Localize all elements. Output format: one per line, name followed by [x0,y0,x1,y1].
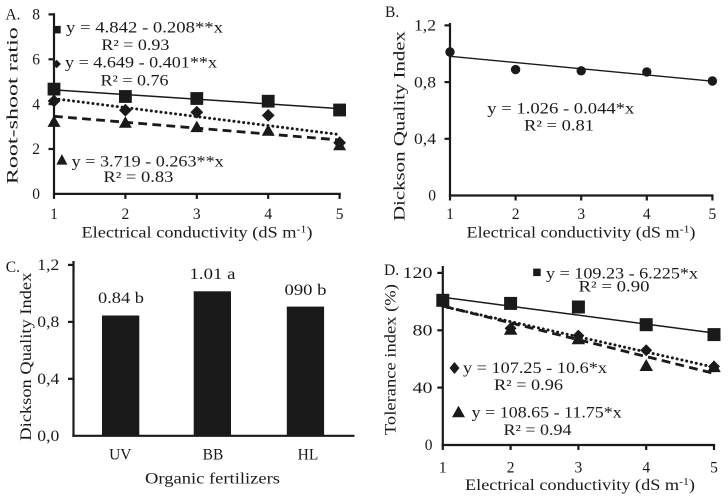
svg-text:1,2: 1,2 [414,18,436,35]
svg-text:5: 5 [710,460,718,477]
svg-text:1: 1 [439,460,447,477]
svg-text:R² = 0.93: R² = 0.93 [101,37,169,54]
svg-text:2: 2 [32,141,40,158]
svg-text:090 b: 090 b [285,282,327,299]
svg-text:4: 4 [643,206,651,223]
svg-text:Electrical conductivity (dS m-: Electrical conductivity (dS m -1) [82,224,313,241]
svg-text:y = 4.842 - 0.208**x: y = 4.842 - 0.208**x [66,20,223,37]
svg-text:y = 1.026 - 0.044*x: y = 1.026 - 0.044*x [487,101,634,118]
svg-text:1: 1 [446,206,454,223]
svg-text:y = 107.25 - 10.6*x: y = 107.25 - 10.6*x [463,360,607,377]
svg-text:Electrical conductivity (dS m-: Electrical conductivity (dS m -1) [467,225,696,242]
svg-text:120: 120 [403,265,433,282]
svg-text:6: 6 [32,52,40,69]
svg-text:80: 80 [413,323,433,340]
svg-text:0: 0 [32,186,40,203]
svg-text:3: 3 [575,460,583,477]
svg-text:Dickson Quality Index: Dickson Quality Index [392,31,409,221]
svg-text:y = 3.719 - 0.263**x: y = 3.719 - 0.263**x [72,154,224,171]
svg-text:0.84 b: 0.84 b [98,290,144,307]
svg-text:3: 3 [577,206,585,223]
svg-text:0,4: 0,4 [37,371,59,388]
svg-text:4: 4 [642,460,650,477]
svg-text:R² = 0.94: R² = 0.94 [504,422,572,439]
svg-text:D.: D. [384,262,399,279]
svg-text:R² = 0.96: R² = 0.96 [494,377,563,394]
svg-text:5: 5 [709,206,717,223]
svg-text:Electrical conductivity (dS m-: Electrical conductivity (dS m -1) [465,477,695,494]
svg-text:3: 3 [193,206,201,223]
svg-text:2: 2 [507,460,515,477]
svg-text:0,8: 0,8 [37,314,59,331]
svg-text:R² = 0.83: R² = 0.83 [103,169,173,186]
svg-text:B.: B. [385,4,399,21]
svg-text:1,2: 1,2 [37,257,59,274]
svg-text:BB: BB [203,447,224,464]
svg-text:1.01 a: 1.01 a [190,266,236,283]
svg-text:2: 2 [122,206,130,223]
svg-text:0,0: 0,0 [37,428,59,445]
svg-text:Root-shoot ratio: Root-shoot ratio [5,27,22,184]
svg-text:y = 109.23 - 6.225*x: y = 109.23 - 6.225*x [546,266,698,283]
svg-text:4: 4 [264,206,272,223]
svg-text:A.: A. [5,6,20,23]
svg-text:y = 108.65 - 11.75*x: y = 108.65 - 11.75*x [472,405,622,422]
svg-text:UV: UV [109,447,132,464]
svg-text:0: 0 [428,188,436,205]
svg-text:C.: C. [6,259,20,276]
svg-text:8: 8 [32,7,40,24]
svg-text:40: 40 [413,380,433,397]
svg-text:R² = 0.81: R² = 0.81 [524,117,594,134]
svg-text:Dickson Quality Index: Dickson Quality Index [18,272,35,440]
svg-text:4: 4 [32,96,40,113]
svg-text:2: 2 [512,206,520,223]
svg-text:R² = 0.76: R² = 0.76 [101,73,169,90]
svg-text:R² = 0.90: R² = 0.90 [579,279,650,296]
svg-text:0,4: 0,4 [414,131,436,148]
svg-text:HL: HL [298,447,319,464]
svg-text:y = 4.649 - 0.401**x: y = 4.649 - 0.401**x [65,55,217,72]
svg-text:5: 5 [336,206,344,223]
svg-text:1: 1 [50,206,58,223]
svg-text:0,8: 0,8 [414,74,436,91]
svg-text:Organic fertilizers: Organic fertilizers [145,470,280,487]
svg-text:0: 0 [425,437,433,454]
svg-text:Tolerance index (%): Tolerance index (%) [383,284,400,435]
